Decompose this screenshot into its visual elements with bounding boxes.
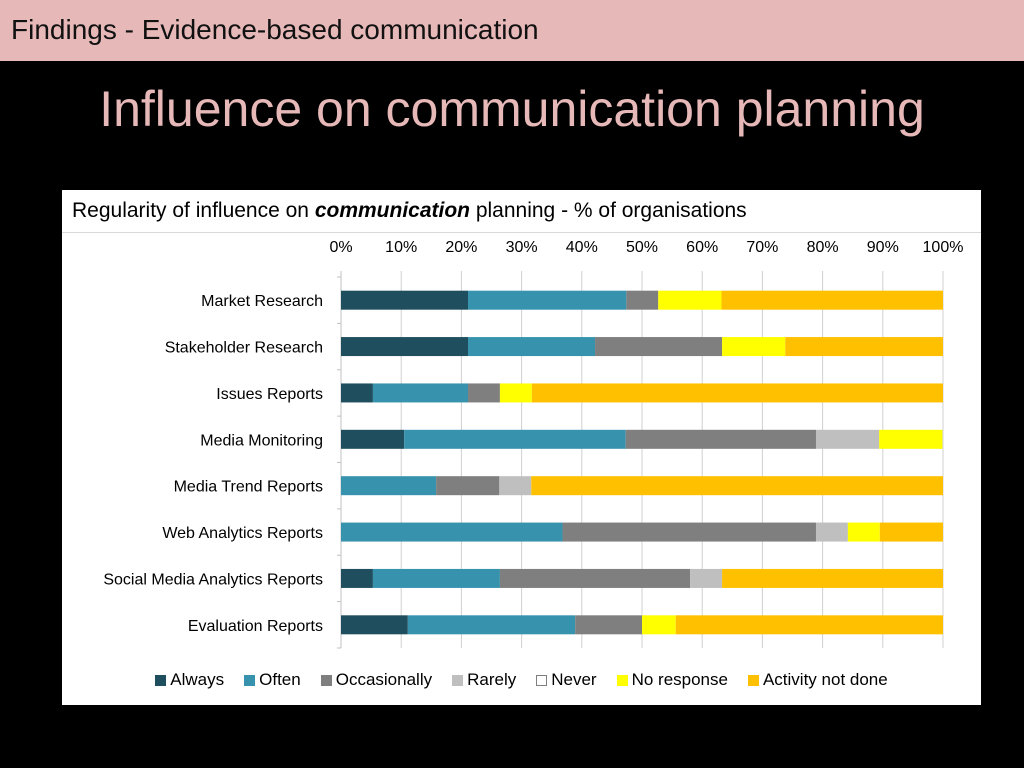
x-tick-label: 90% [867,239,899,256]
x-tick-label: 70% [746,239,778,256]
chart-title: Regularity of influence on communication… [72,199,747,223]
bar-segment-often [468,290,627,310]
bar-segment-often [372,383,469,403]
x-tick-label: 30% [506,239,538,256]
legend-label: Activity not done [762,670,888,689]
bar-segment-activity-not-done [721,290,943,310]
bar-segment-activity-not-done [722,568,943,588]
bar-segment-often [372,568,500,588]
bar-segment-often [341,476,437,496]
bar-segment-often [407,615,576,635]
legend-item: Always [155,670,224,690]
chart-legend: Always Often Occasionally Rarely Never No res… [62,668,981,692]
category-label: Market Research [201,293,323,310]
legend-swatch [452,674,464,686]
bar-segment-occasionally [468,383,500,403]
bar-segment-always [341,568,373,588]
bar-segment-occasionally [436,476,500,496]
bar-segment-no-response [879,429,943,449]
x-tick-label: 100% [923,239,964,256]
bar-segment-activity-not-done [675,615,943,635]
legend-label: Rarely [467,670,517,689]
chart-panel: Regularity of influence on communication… [62,190,981,705]
legend-swatch [244,674,256,686]
category-label: Media Trend Reports [174,479,323,496]
legend-label: Never [551,670,597,689]
x-tick-label: 10% [385,239,417,256]
bar-segment-rarely [815,429,880,449]
chart-title-emphasis: communication [314,199,470,222]
bar-segment-often [468,337,596,357]
category-label: Evaluation Reports [188,618,323,635]
header-text: Findings - Evidence-based communication [11,14,539,45]
bar-segment-no-response [847,522,880,542]
legend-item: Rarely [452,670,516,690]
bar-segment-occasionally [499,568,691,588]
chart-title-row: Regularity of influence on communication… [62,190,981,233]
legend-swatch [536,674,548,686]
bar-segment-no-response [658,290,722,310]
legend-label: No response [631,670,728,689]
legend-item: No response [616,670,728,690]
category-label: Media Monitoring [200,432,323,449]
legend-item: Occasionally [320,670,433,690]
bar-segment-always [341,290,469,310]
x-tick-label: 40% [566,239,598,256]
category-label: Issues Reports [216,386,323,403]
bar-segment-no-response [499,383,532,403]
legend-label: Often [259,670,301,689]
bar-segment-often [404,429,626,449]
bar-segment-occasionally [575,615,642,635]
chart-title-after: planning - % of organisations [470,199,747,222]
legend-label: Occasionally [335,670,433,689]
bar-segment-no-response [722,337,786,357]
bar-segment-always [341,429,405,449]
x-tick-label: 20% [445,239,477,256]
bar-segment-occasionally [625,429,816,449]
bar-segment-always [341,337,469,357]
x-tick-label: 80% [807,239,839,256]
stacked-bar-chart: 0% 10% 20% 30% 40% 50% 60% 70% 80% 90% 100% Market … [103,239,964,649]
legend-swatch [320,674,332,686]
x-tick-label: 0% [329,239,352,256]
bar-segment-activity-not-done [531,383,943,403]
bar-segment-activity-not-done [879,522,943,542]
category-label: Stakeholder Research [165,340,323,357]
legend-item: Often [244,670,301,690]
bar-segment-rarely [690,568,723,588]
legend-swatch [747,674,759,686]
legend-swatch [616,674,628,686]
x-tick-label: 50% [626,239,658,256]
bar-segment-rarely [815,522,848,542]
x-tick-label: 60% [686,239,718,256]
bar-segment-always [341,383,373,403]
legend-swatch [155,674,167,686]
bar-segment-occasionally [626,290,659,310]
bar-segment-no-response [642,615,676,635]
legend-label: Always [170,670,225,689]
legend-item: Never [536,670,597,690]
slide-title: Influence on communication planning [99,81,925,137]
category-label: Web Analytics Reports [162,525,323,542]
bar-segment-activity-not-done [531,476,943,496]
bar-segment-often [341,522,563,542]
bar-segment-rarely [499,476,532,496]
bar-segment-activity-not-done [785,337,943,357]
bar-segment-occasionally [595,337,723,357]
legend-item: Activity not done [747,670,888,690]
header-band: Findings - Evidence-based communication [0,0,1024,61]
category-label: Social Media Analytics Reports [103,571,323,588]
chart-title-before: Regularity of influence on [72,199,315,222]
bar-segment-always [341,615,408,635]
bar-segment-occasionally [562,522,816,542]
